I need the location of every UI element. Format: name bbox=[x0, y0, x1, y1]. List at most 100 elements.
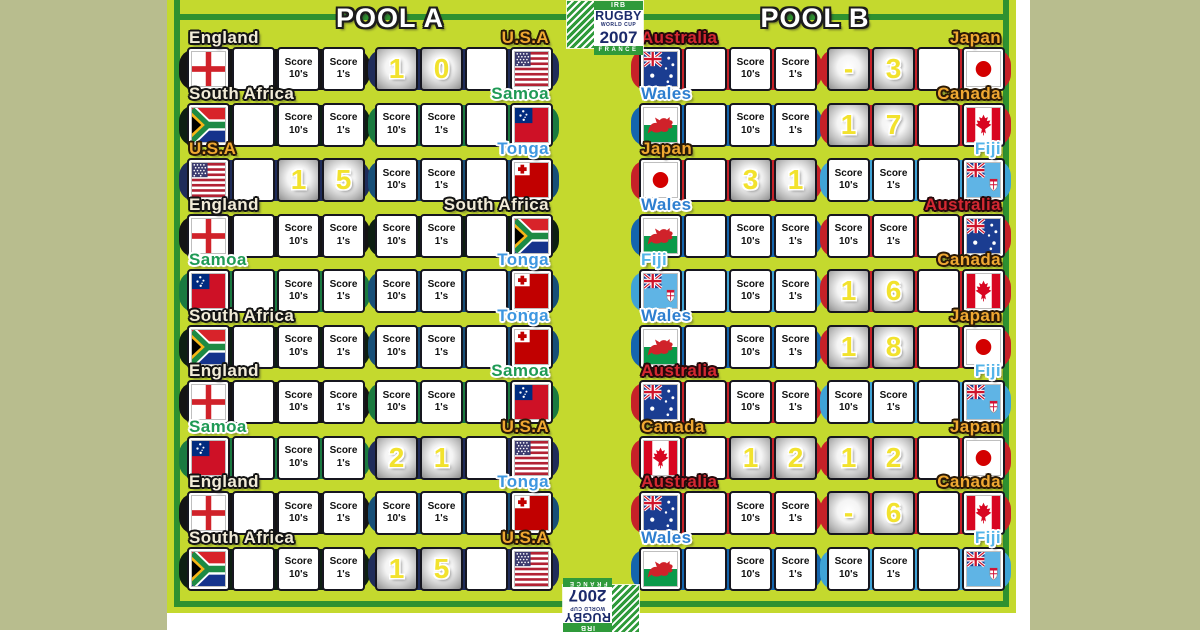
away-team-name: Fiji bbox=[974, 139, 1001, 159]
match-row: Japan Fiji 3 1 Score 10's Score 1's bbox=[631, 139, 1011, 203]
score-unit: 10's bbox=[740, 291, 761, 303]
score-word: Score bbox=[736, 278, 765, 290]
flag-australia-icon bbox=[639, 380, 682, 425]
score-label-box-away_tens: Score 10's bbox=[375, 269, 418, 314]
score-digit: 1 bbox=[290, 164, 307, 196]
flag-canada-icon bbox=[962, 269, 1005, 314]
score-unit: 10's bbox=[838, 180, 859, 192]
rwc-2007-logo: IRB RUGBY WORLD CUP 2007 FRANCE bbox=[567, 1, 643, 55]
score-label-box-away_ones: Score 1's bbox=[420, 324, 463, 369]
score-word: Score bbox=[736, 223, 765, 235]
score-word: Score bbox=[879, 556, 908, 568]
home-team-name: South Africa bbox=[189, 83, 295, 103]
pool-a-panel: England U.S.A Score 10's Score 1's 1 0 Sou… bbox=[179, 28, 559, 591]
score-label-box-home_ones: Score 1's bbox=[322, 102, 365, 147]
blank-box bbox=[917, 213, 960, 258]
away-team-name: Fiji bbox=[974, 527, 1001, 547]
score-unit: 10's bbox=[838, 235, 859, 247]
score-label-box-home_tens: Score 10's bbox=[277, 546, 320, 591]
match-row: Australia Canada Score 10's Score 1's - 6 bbox=[631, 472, 1011, 536]
track-mid-gap bbox=[367, 325, 373, 369]
score-word: Score bbox=[427, 223, 456, 235]
score-label-box-away_ones: Score 1's bbox=[872, 158, 915, 203]
score-unit: 1's bbox=[434, 513, 449, 525]
score-label-box-home_ones: Score 1's bbox=[322, 269, 365, 314]
score-tile-away_ones: 2 bbox=[872, 435, 915, 480]
track-mid-gap bbox=[819, 158, 825, 202]
score-word: Score bbox=[427, 167, 456, 179]
score-digit: - bbox=[843, 53, 854, 84]
match-row: Wales Fiji Score 10's Score 1's Score 10's … bbox=[631, 528, 1011, 591]
score-track: Score 10's Score 1's 2 1 bbox=[187, 435, 553, 480]
away-team-name: Tonga bbox=[497, 305, 549, 325]
score-label-box-away_tens: Score 10's bbox=[827, 380, 870, 425]
score-word: Score bbox=[781, 556, 810, 568]
score-word: Score bbox=[427, 500, 456, 512]
blank-box bbox=[232, 158, 275, 203]
match-row: South Africa U.S.A Score 10's Score 1's 1 … bbox=[179, 528, 559, 591]
flag-samoa-icon bbox=[187, 435, 230, 480]
score-unit: 1's bbox=[434, 291, 449, 303]
track-mid-gap bbox=[819, 325, 825, 369]
score-tile-away_ones: 8 bbox=[872, 324, 915, 369]
blank-box bbox=[917, 47, 960, 91]
home-team-name: Canada bbox=[641, 416, 705, 436]
flag-wales-icon bbox=[639, 213, 682, 258]
score-digit: 3 bbox=[885, 53, 902, 84]
score-label-box-home_tens: Score 10's bbox=[729, 213, 772, 258]
score-unit: 1's bbox=[886, 402, 901, 414]
score-unit: 1's bbox=[336, 291, 351, 303]
track-mid-gap bbox=[367, 547, 373, 591]
score-track: Score 10's Score 1's 1 5 bbox=[187, 546, 553, 591]
score-track: Score 10's Score 1's Score 10's Score 1's bbox=[187, 324, 553, 369]
track-mid-gap bbox=[367, 214, 373, 258]
score-word: Score bbox=[329, 389, 358, 401]
logo-rugby-label: RUGBY bbox=[564, 609, 611, 624]
blank-box bbox=[917, 435, 960, 480]
score-word: Score bbox=[284, 278, 313, 290]
score-track: Score 10's Score 1's - 3 bbox=[639, 47, 1005, 91]
score-word: Score bbox=[284, 556, 313, 568]
score-label-box-home_tens: Score 10's bbox=[277, 102, 320, 147]
flag-japan-icon bbox=[962, 324, 1005, 369]
score-word: Score bbox=[329, 223, 358, 235]
match-row: Samoa Tonga Score 10's Score 1's Score 10's… bbox=[179, 250, 559, 314]
score-label-box-home_tens: Score 10's bbox=[729, 491, 772, 536]
board-frame-edge bbox=[1003, 0, 1009, 16]
score-digit: 1 bbox=[840, 441, 857, 473]
score-word: Score bbox=[781, 278, 810, 290]
score-word: Score bbox=[284, 389, 313, 401]
flag-tonga-icon bbox=[510, 491, 553, 536]
score-digit: 2 bbox=[885, 441, 902, 473]
score-tile-away_ones: 7 bbox=[872, 102, 915, 147]
match-row: South Africa Tonga Score 10's Score 1's Sc… bbox=[179, 306, 559, 369]
score-tile-away_tens: 1 bbox=[375, 47, 418, 91]
score-word: Score bbox=[382, 223, 411, 235]
blank-box bbox=[465, 435, 508, 480]
track-mid-gap bbox=[819, 547, 825, 591]
score-tile-away_tens: 1 bbox=[827, 324, 870, 369]
away-team-name: Canada bbox=[937, 250, 1001, 270]
logo-year-label: 2007 bbox=[599, 27, 638, 47]
blank-box bbox=[465, 546, 508, 591]
blank-box bbox=[232, 491, 275, 536]
score-word: Score bbox=[879, 167, 908, 179]
score-digit: 1 bbox=[840, 330, 857, 362]
home-team-name: Wales bbox=[641, 527, 692, 547]
match-row: Canada Japan 1 2 1 2 bbox=[631, 417, 1011, 480]
flag-fiji-icon bbox=[962, 380, 1005, 425]
away-team-name: Tonga bbox=[497, 139, 549, 159]
score-tile-away_tens: 1 bbox=[827, 102, 870, 147]
blank-box bbox=[917, 380, 960, 425]
match-row: Samoa U.S.A Score 10's Score 1's 2 1 bbox=[179, 417, 559, 480]
score-word: Score bbox=[382, 389, 411, 401]
match-row: England Tonga Score 10's Score 1's Score 10… bbox=[179, 472, 559, 536]
away-team-name: Tonga bbox=[497, 472, 549, 492]
score-unit: 1's bbox=[336, 568, 351, 580]
score-word: Score bbox=[382, 334, 411, 346]
flag-tonga-icon bbox=[510, 158, 553, 203]
track-mid-gap bbox=[819, 103, 825, 147]
away-team-name: Canada bbox=[937, 472, 1001, 492]
score-digit: 8 bbox=[885, 330, 902, 362]
score-label-box-away_ones: Score 1's bbox=[420, 158, 463, 203]
